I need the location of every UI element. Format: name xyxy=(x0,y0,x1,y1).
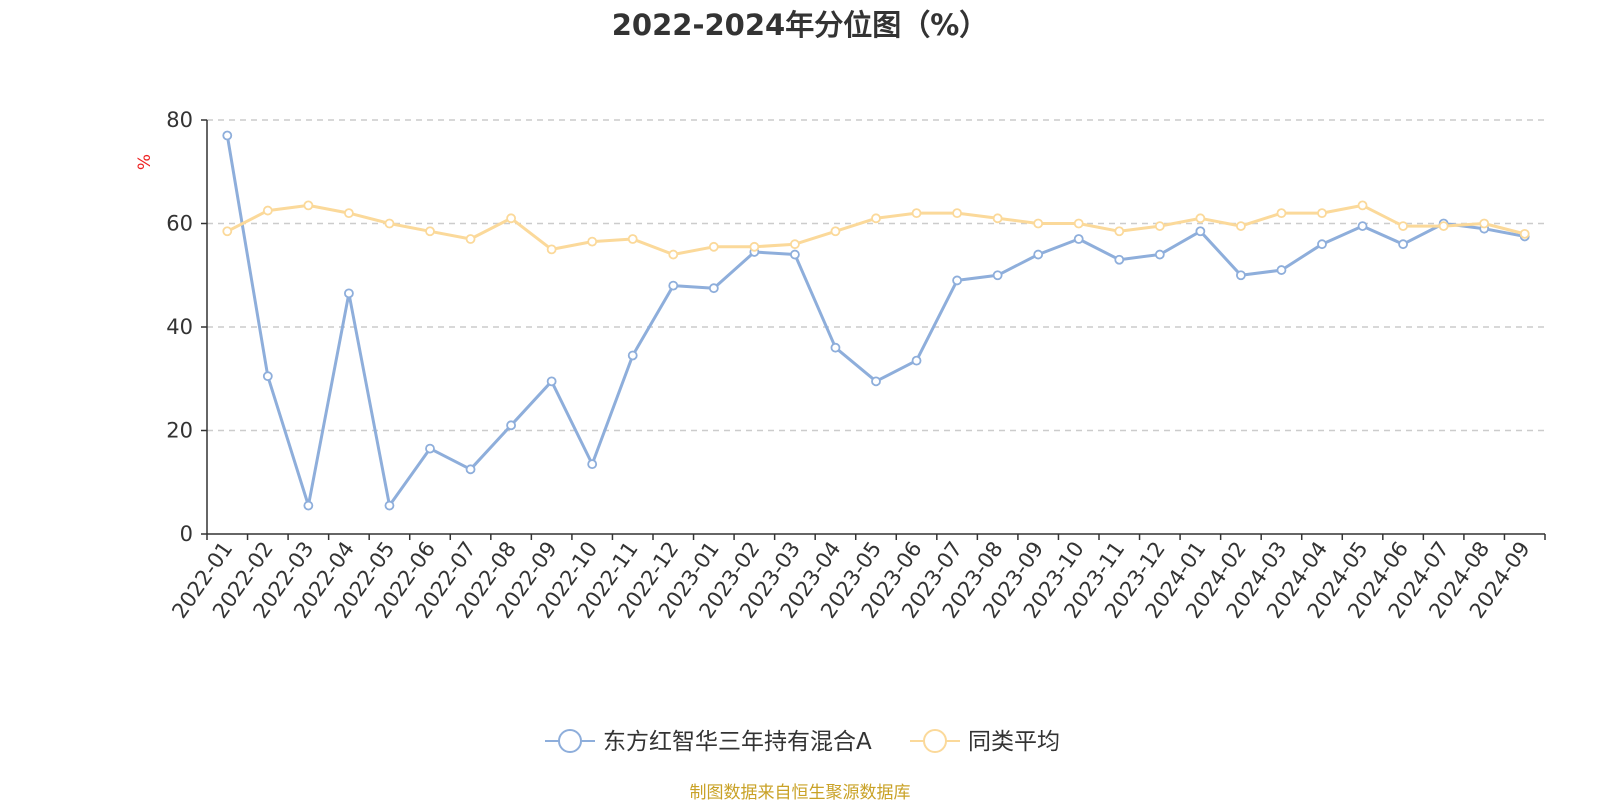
series-2 xyxy=(222,200,1530,260)
data-point xyxy=(749,241,760,252)
data-point xyxy=(262,371,273,382)
data-point xyxy=(1154,249,1165,260)
data-point xyxy=(303,200,314,211)
data-point xyxy=(506,213,516,224)
data-point xyxy=(425,226,435,237)
data-point xyxy=(1195,213,1206,224)
data-point xyxy=(830,342,841,353)
data-point xyxy=(1033,249,1044,260)
data-point xyxy=(668,249,679,260)
data-point xyxy=(1357,221,1368,231)
data-point xyxy=(1236,221,1246,231)
data-point xyxy=(1276,208,1287,219)
data-point xyxy=(830,226,841,237)
data-point xyxy=(384,500,395,511)
y-tick-label: 0 xyxy=(180,522,193,546)
data-point xyxy=(708,241,719,252)
data-point xyxy=(1438,221,1449,231)
data-point xyxy=(506,420,516,431)
data-point xyxy=(952,208,962,219)
data-point xyxy=(587,236,598,247)
data-point xyxy=(668,280,679,291)
data-point xyxy=(1154,221,1165,231)
data-point xyxy=(992,213,1003,224)
data-point xyxy=(1236,270,1246,281)
legend-marker xyxy=(923,729,947,753)
data-point xyxy=(1114,226,1125,237)
data-point xyxy=(384,218,395,229)
data-point xyxy=(992,270,1003,281)
y-axis-label: % xyxy=(135,154,155,170)
data-point xyxy=(708,283,719,294)
data-point xyxy=(627,234,638,244)
data-point xyxy=(465,234,476,244)
data-point xyxy=(1479,218,1490,229)
data-point xyxy=(344,288,354,299)
source-note: 制图数据来自恒生聚源数据库 xyxy=(689,783,911,803)
data-point xyxy=(1398,239,1408,250)
legend: 东方红智华三年持有混合A 同类平均 xyxy=(545,729,1060,755)
data-point xyxy=(1073,234,1084,244)
legend-marker xyxy=(558,729,582,753)
data-point xyxy=(546,244,557,255)
legend-label: 东方红智华三年持有混合A xyxy=(603,729,872,755)
data-point xyxy=(222,226,233,237)
data-point xyxy=(627,350,638,361)
y-tick-label: 60 xyxy=(166,212,193,236)
data-point xyxy=(425,443,435,454)
data-point xyxy=(790,249,800,260)
data-point xyxy=(262,205,273,216)
data-point xyxy=(1276,265,1287,275)
data-point xyxy=(587,459,598,470)
y-tick-labels: 0 20 40 60 80 xyxy=(166,108,207,546)
data-point xyxy=(222,130,233,141)
series xyxy=(222,130,1530,511)
data-point xyxy=(1033,218,1044,229)
data-point xyxy=(871,213,881,224)
y-tick-label: 20 xyxy=(166,419,193,443)
data-point xyxy=(465,464,476,475)
data-point xyxy=(871,376,881,387)
y-tick-label: 40 xyxy=(166,315,193,339)
data-point xyxy=(1357,200,1368,211)
data-point xyxy=(1114,254,1125,265)
data-point xyxy=(1073,218,1084,229)
x-tick-labels: 2022-012022-022022-032022-042022-052022-… xyxy=(167,534,1546,623)
chart-title: 2022-2024年分位图（%） xyxy=(611,8,989,42)
data-point xyxy=(1195,226,1206,237)
legend-label: 同类平均 xyxy=(968,729,1060,755)
data-point xyxy=(344,208,354,219)
data-point xyxy=(1317,208,1327,219)
data-point xyxy=(790,239,800,250)
data-point xyxy=(952,275,962,286)
legend-item: 东方红智华三年持有混合A xyxy=(545,729,872,755)
series-1 xyxy=(222,130,1530,511)
data-point xyxy=(911,355,922,366)
data-point xyxy=(303,500,314,511)
series-line xyxy=(226,203,1526,256)
data-point xyxy=(546,376,557,387)
grid-lines xyxy=(207,119,1545,432)
data-point xyxy=(1398,221,1408,231)
data-point xyxy=(1317,239,1327,250)
legend-item: 同类平均 xyxy=(910,729,1060,755)
series-line xyxy=(225,135,1525,507)
data-point xyxy=(911,208,922,219)
y-tick-label: 80 xyxy=(166,108,193,132)
data-point xyxy=(1519,228,1530,239)
